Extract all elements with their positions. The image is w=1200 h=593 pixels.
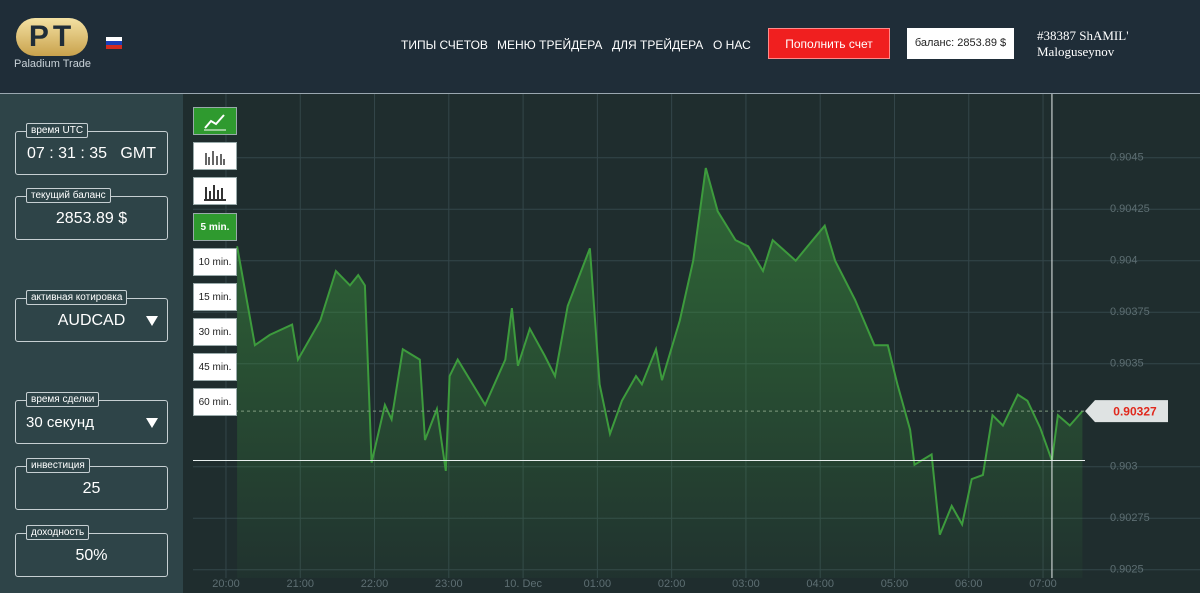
y-tick-label: 0.9025	[1110, 564, 1144, 576]
y-tick-label: 0.90375	[1110, 306, 1150, 318]
panel-value: 30 секунд	[26, 414, 94, 431]
x-tick-label: 02:00	[658, 578, 686, 590]
x-tick-label: 22:00	[361, 578, 389, 590]
panel-label: время сделки	[26, 392, 100, 407]
panel-value: 07 : 31 : 35 GMT	[27, 145, 156, 162]
x-tick-label: 23:00	[435, 578, 463, 590]
y-tick-label: 0.90275	[1110, 512, 1150, 524]
x-tick-label: 04:00	[806, 578, 834, 590]
x-tick-label: 05:00	[881, 578, 909, 590]
panel-label: доходность	[26, 525, 90, 540]
x-tick-label: 01:00	[584, 578, 612, 590]
current-price-tag	[1085, 400, 1168, 423]
y-tick-label: 0.904	[1110, 255, 1138, 267]
panel-label: время UTC	[26, 123, 89, 138]
y-tick-label: 0.9035	[1110, 358, 1144, 370]
utc-time-panel: время UTC 07 : 31 : 35 GMT	[15, 123, 168, 175]
current-price-label: 0.90327	[1113, 404, 1157, 418]
line-chart-button[interactable]	[193, 107, 237, 135]
logo[interactable]: PT	[16, 18, 88, 56]
nav-link[interactable]: ТИПЫ СЧЕТОВ	[401, 38, 488, 52]
dropdown-arrow[interactable]	[146, 316, 158, 326]
investment-input[interactable]: инвестиция 25	[15, 458, 168, 510]
x-tick-label: 20:00	[212, 578, 240, 590]
timeframe-button[interactable]: 60 min.	[193, 388, 237, 416]
candle-chart-button[interactable]	[193, 177, 237, 205]
bar-chart-button[interactable]	[193, 142, 237, 170]
timeframe-button[interactable]: 10 min.	[193, 248, 237, 276]
x-tick-label: 21:00	[286, 578, 314, 590]
nav-link[interactable]: О НАС	[713, 38, 751, 52]
asset-select[interactable]: активная котировка AUDCAD	[15, 290, 168, 342]
header: PT Paladium Trade ТИПЫ СЧЕТОВ МЕНЮ ТРЕЙД…	[0, 0, 1200, 94]
deposit-button[interactable]: Пополнить счет	[768, 28, 890, 59]
price-chart: 0.9045 0.90425 0.904 0.90375 0.9035 0.903 0.90…	[183, 94, 1200, 593]
x-tick-label: 07:00	[1029, 578, 1057, 590]
icon	[204, 185, 226, 201]
panel-label: инвестиция	[26, 458, 90, 473]
icon	[205, 151, 225, 165]
timeframe-button[interactable]: 45 min.	[193, 353, 237, 381]
panel-value: 50%	[75, 547, 108, 564]
y-tick-label: 0.9045	[1110, 152, 1144, 164]
x-tick-label: 06:00	[955, 578, 983, 590]
user-name[interactable]: #38387 ShAMIL' Maloguseynov	[1037, 28, 1129, 59]
price-line	[236, 167, 1084, 536]
x-tick-label: 03:00	[732, 578, 760, 590]
panel-value: AUDCAD	[57, 312, 126, 329]
panel-label: текущий баланс	[26, 188, 111, 203]
language-flag[interactable]	[106, 37, 122, 49]
icon	[204, 114, 226, 131]
dropdown-arrow[interactable]	[146, 418, 158, 428]
x-tick-label: 10. Dec	[504, 578, 542, 590]
nav-link[interactable]: ДЛЯ ТРЕЙДЕРА	[612, 38, 704, 52]
payout-panel: доходность 50%	[15, 525, 168, 577]
duration-select[interactable]: время сделки 30 секунд	[15, 392, 168, 444]
timeframe-button[interactable]: 30 min.	[193, 318, 237, 346]
balance-box: баланс: 2853.89 $	[907, 28, 1014, 59]
y-tick-label: 0.90425	[1110, 203, 1150, 215]
timeframe-button[interactable]: 15 min.	[193, 283, 237, 311]
nav-link[interactable]: МЕНЮ ТРЕЙДЕРА	[497, 38, 603, 52]
y-tick-label: 0.903	[1110, 461, 1138, 473]
balance-panel: текущий баланс 2853.89 $	[15, 188, 168, 240]
panel-value: 2853.89 $	[55, 210, 128, 227]
brand-name: Paladium Trade	[14, 58, 92, 70]
panel-label: активная котировка	[26, 290, 128, 305]
panel-value: 25	[82, 480, 101, 497]
timeframe-button[interactable]: 5 min.	[193, 213, 237, 241]
